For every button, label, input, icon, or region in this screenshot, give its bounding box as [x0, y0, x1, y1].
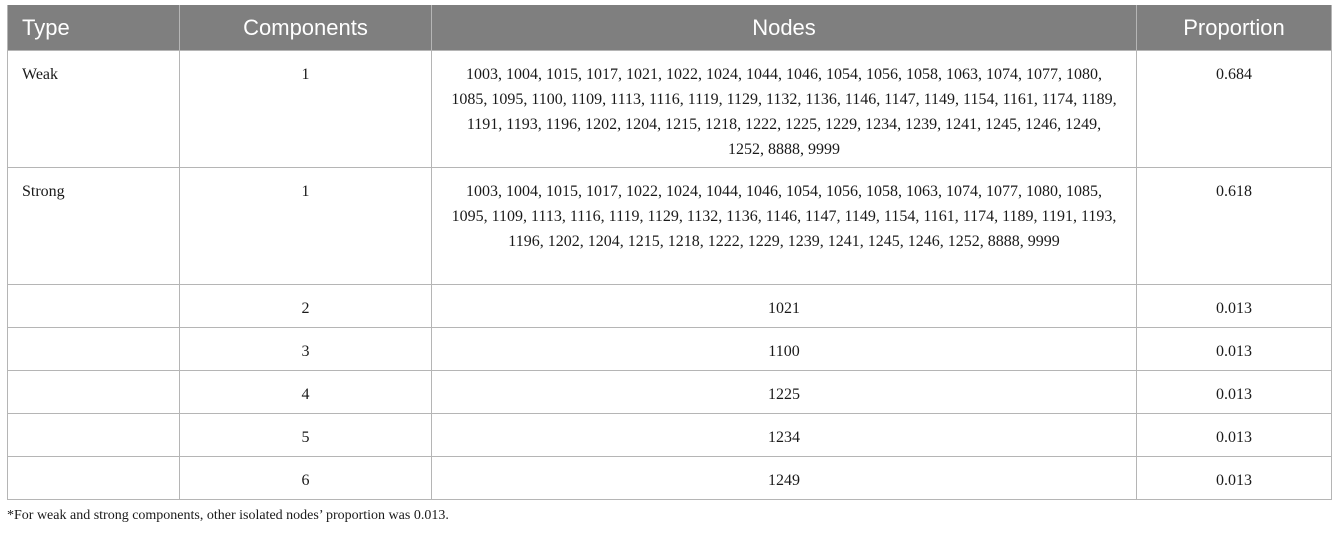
table-row: 2 1021 0.013	[7, 284, 1332, 328]
cell-type	[7, 413, 180, 457]
cell-components: 3	[179, 327, 432, 371]
header-components: Components	[179, 5, 432, 51]
cell-components: 5	[179, 413, 432, 457]
cell-nodes: 1003, 1004, 1015, 1017, 1022, 1024, 1044…	[431, 167, 1137, 285]
cell-nodes: 1021	[431, 284, 1137, 328]
components-table: Type Components Nodes Proportion Weak 1 …	[7, 5, 1332, 500]
cell-type	[7, 327, 180, 371]
cell-type: Strong	[7, 167, 180, 285]
cell-proportion: 0.618	[1136, 167, 1332, 285]
cell-nodes: 1249	[431, 456, 1137, 500]
cell-components: 1	[179, 167, 432, 285]
cell-components: 2	[179, 284, 432, 328]
table-row: 6 1249 0.013	[7, 456, 1332, 500]
table-header: Type Components Nodes Proportion	[7, 5, 1332, 51]
cell-proportion: 0.013	[1136, 370, 1332, 414]
table-footnote: *For weak and strong components, other i…	[7, 508, 449, 523]
header-type: Type	[7, 5, 180, 51]
header-proportion: Proportion	[1136, 5, 1332, 51]
table-row: 3 1100 0.013	[7, 327, 1332, 371]
cell-nodes: 1100	[431, 327, 1137, 371]
header-nodes: Nodes	[431, 5, 1137, 51]
cell-type	[7, 370, 180, 414]
cell-proportion: 0.684	[1136, 50, 1332, 168]
cell-type: Weak	[7, 50, 180, 168]
cell-proportion: 0.013	[1136, 456, 1332, 500]
table-body: Weak 1 1003, 1004, 1015, 1017, 1021, 102…	[7, 50, 1332, 500]
cell-proportion: 0.013	[1136, 327, 1332, 371]
cell-components: 6	[179, 456, 432, 500]
cell-type	[7, 284, 180, 328]
cell-components: 4	[179, 370, 432, 414]
cell-nodes: 1225	[431, 370, 1137, 414]
table-row: 4 1225 0.013	[7, 370, 1332, 414]
table-row: Strong 1 1003, 1004, 1015, 1017, 1022, 1…	[7, 167, 1332, 285]
table-row: 5 1234 0.013	[7, 413, 1332, 457]
cell-nodes: 1234	[431, 413, 1137, 457]
components-table-container: Type Components Nodes Proportion Weak 1 …	[7, 5, 1332, 500]
header-row: Type Components Nodes Proportion	[7, 5, 1332, 51]
cell-proportion: 0.013	[1136, 413, 1332, 457]
cell-components: 1	[179, 50, 432, 168]
table-row: Weak 1 1003, 1004, 1015, 1017, 1021, 102…	[7, 50, 1332, 168]
cell-type	[7, 456, 180, 500]
cell-nodes: 1003, 1004, 1015, 1017, 1021, 1022, 1024…	[431, 50, 1137, 168]
cell-proportion: 0.013	[1136, 284, 1332, 328]
